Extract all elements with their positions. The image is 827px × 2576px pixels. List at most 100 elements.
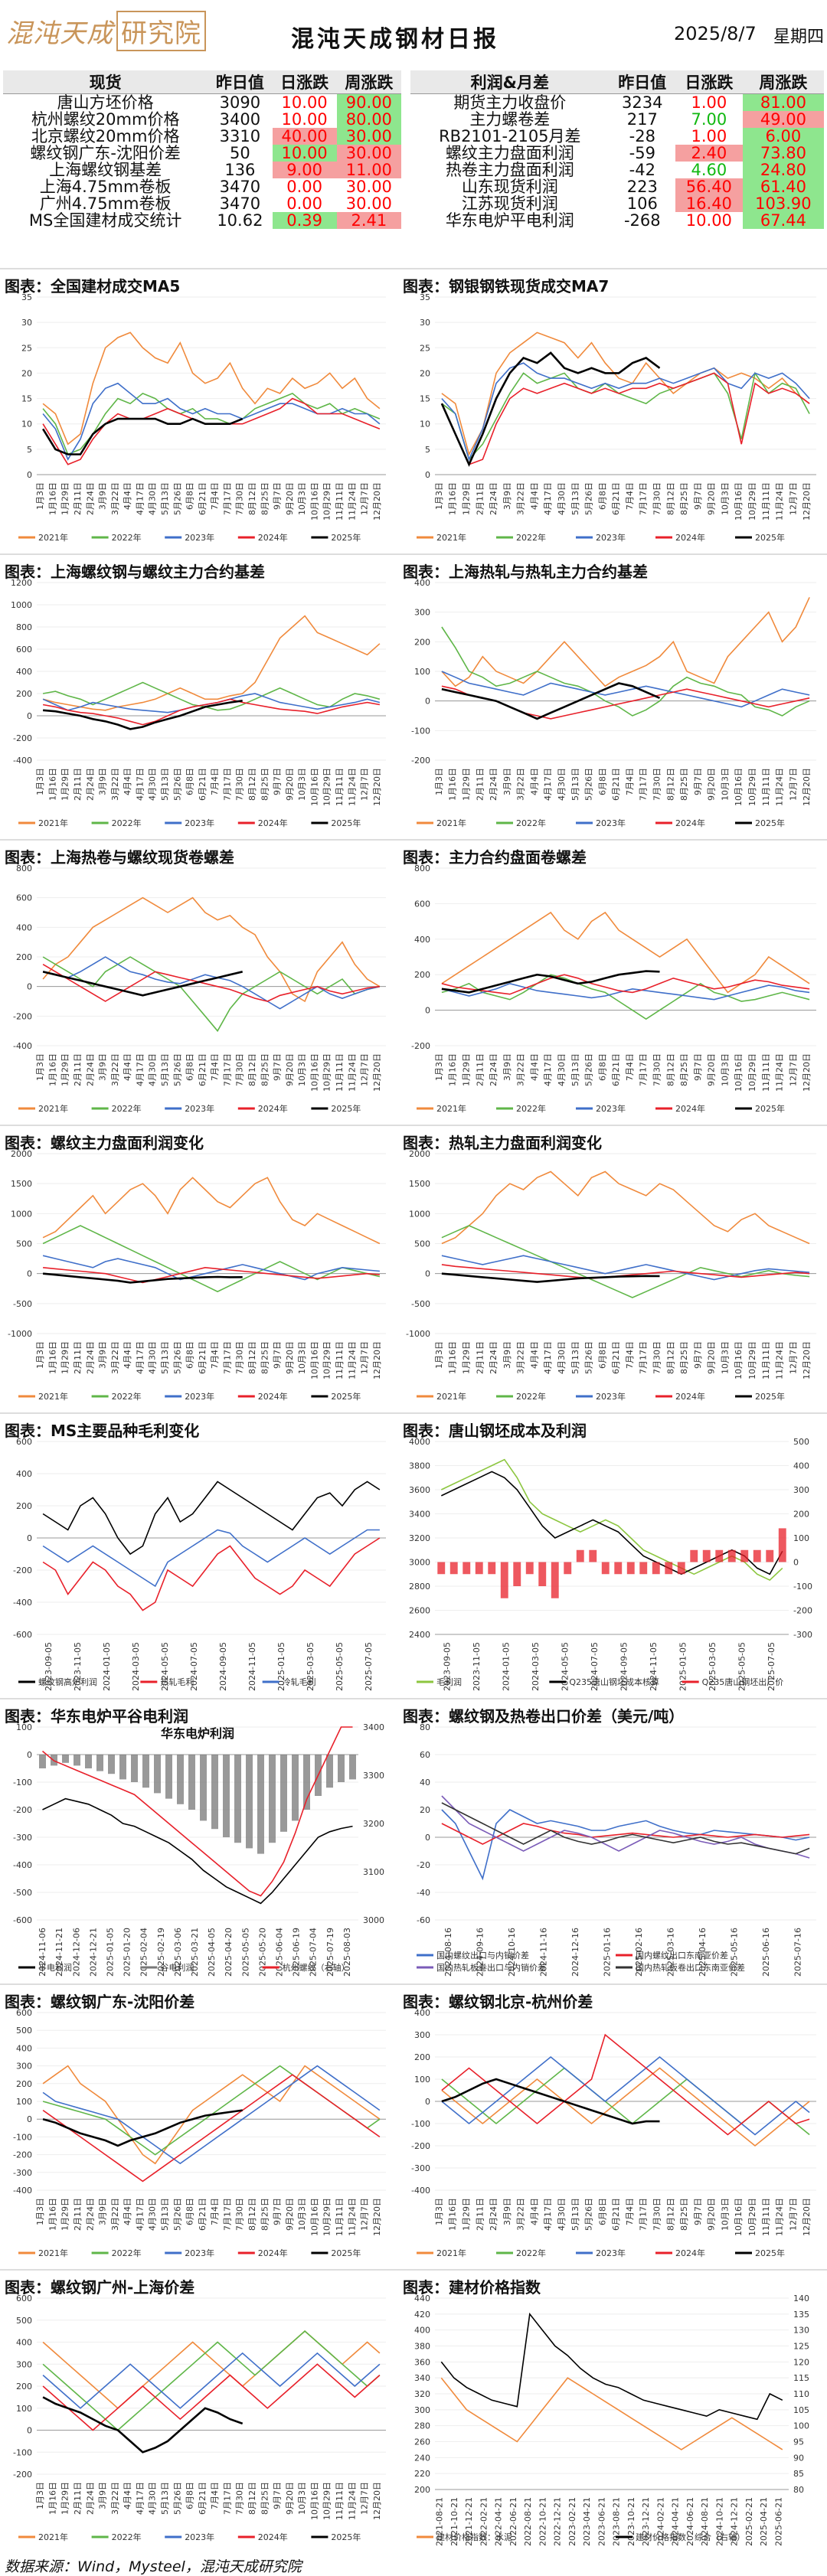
row-value: 3470 (219, 194, 261, 213)
x-tick-label: 2月11日 (73, 2198, 83, 2231)
y-tick-label: -200 (13, 733, 32, 743)
series-line-0 (441, 1809, 810, 1881)
bar-mark (564, 1562, 572, 1575)
x-tick-label: 9月7日 (273, 768, 283, 795)
x-tick-label: 2025-03-05 (708, 1642, 717, 1691)
chart-panel-c14: -400 -300 -200 -100 0 100 200 300 400 1月3日 1月16日 1月… (398, 1985, 827, 2270)
x-tick-label: 2022-10-21 (538, 2497, 548, 2546)
y-tick-label: 400 (414, 2008, 430, 2018)
row-day-change: 9.00 (272, 162, 337, 178)
y-tick-label: 600 (414, 899, 430, 909)
x-tick-label: 7月30日 (652, 2198, 662, 2231)
y-tick-label: 30 (21, 318, 32, 328)
x-tick-label: 3月22日 (516, 768, 526, 801)
x-tick-label: 2024-03-05 (531, 1642, 541, 1691)
chart-title: 图表：建材价格指数 (403, 2278, 541, 2297)
series-line-1 (441, 974, 810, 1020)
y-tick-label: 800 (16, 864, 32, 873)
y-tick-label: 220 (414, 2469, 430, 2479)
row-name: 上海4.75mm卷板 (39, 178, 172, 196)
series-line-1 (441, 1225, 810, 1298)
y-tick-label: 5 (425, 445, 430, 455)
row-week-change: 2.41 (336, 212, 401, 229)
x-tick-label: 11月24日 (775, 1053, 785, 1092)
x-tick-label: 10月16日 (309, 2198, 319, 2236)
x-tick-label: 1月3日 (434, 768, 444, 795)
series-line-3 (43, 1266, 380, 1284)
chart-panel-c16: 200 220 240 260 280 300 320 340 360 380 400 420 440 8… (398, 2271, 827, 2554)
y-tick-label: 200 (414, 970, 430, 980)
x-tick-label: 9月20日 (707, 1053, 717, 1086)
y-tick-label: 0 (27, 1269, 32, 1279)
x-tick-label: 1月16日 (448, 482, 458, 515)
x-tick-label: 2025-01-05 (678, 1642, 688, 1691)
bar-mark (257, 1755, 264, 1854)
legend-label: 2021年 (38, 1103, 68, 1114)
y-tick-label: 40 (420, 1778, 430, 1788)
row-name: 主力螺卷差 (469, 110, 551, 129)
x-tick-label: 7月30日 (652, 1053, 662, 1086)
x-tick-label: 8月12日 (247, 2198, 257, 2231)
series-line-3 (441, 974, 810, 995)
x-tick-label: 1月16日 (448, 1053, 458, 1086)
bar-mark (234, 1755, 241, 1843)
x-tick-label: 2024-01-05 (102, 1642, 112, 1691)
series-line-0 (441, 331, 810, 456)
x-tick-label: 3月22日 (516, 482, 526, 515)
series-line-0 (42, 1481, 381, 1556)
x-tick-label: 10月29日 (747, 2198, 757, 2236)
series-line-3 (441, 1802, 810, 1855)
series-line-0 (42, 2065, 381, 2165)
x-tick-label: 7月4日 (625, 2198, 635, 2225)
legend-label: 杭州螺纹（右轴） (283, 1962, 350, 1973)
x-tick-label: 1月16日 (448, 2198, 458, 2231)
x-tick-label: 12月7日 (360, 482, 370, 515)
y-tick-label: 400 (16, 2338, 32, 2348)
y2-tick-label: 140 (793, 2294, 809, 2303)
table-row: 期货主力收盘价 3234 1.00 81.00 (410, 93, 824, 111)
y-tick-label: 380 (414, 2342, 430, 2352)
x-tick-label: 1月3日 (35, 2198, 45, 2225)
legend-label: 2024年 (258, 1103, 288, 1114)
chart-svg: 0 5 10 15 20 25 30 35 1月3日 1月16日 1月29日 2月11日 2月24日 3月… (417, 292, 816, 543)
x-tick-label: 1月16日 (47, 2482, 57, 2515)
chart-svg: -1000 -500 0 500 1000 1500 2000 1月3日 1月16日 1月29日 2… (406, 1149, 816, 1402)
x-tick-label: 12月7日 (360, 2198, 370, 2231)
table-row: 螺纹主力盘面利润 -59 2.40 73.80 (410, 145, 824, 162)
series-line-4 (41, 417, 244, 455)
x-tick-label: 2月24日 (489, 768, 498, 801)
series-line-0 (441, 1170, 810, 1245)
series-line-2 (441, 1795, 810, 1859)
x-tick-label: 8月12日 (665, 768, 675, 801)
x-tick-label: 8月25日 (679, 2198, 689, 2231)
x-tick-label: 2024-08-21 (700, 2497, 710, 2546)
x-tick-label: 7月30日 (235, 1053, 245, 1086)
x-tick-label: 9月20日 (285, 2198, 295, 2231)
x-tick-label: 4月4日 (123, 482, 132, 510)
x-tick-label: 2025-03-05 (306, 1642, 315, 1691)
x-tick-label: 1月29日 (461, 482, 471, 515)
x-tick-label: 9月7日 (273, 2198, 283, 2225)
legend-label: 建材价格指数：水泥 (436, 2532, 512, 2542)
row-separator (0, 553, 827, 555)
x-tick-label: 10月29日 (747, 482, 757, 521)
x-tick-label: 9月20日 (707, 482, 717, 515)
x-tick-label: 4月4日 (529, 2198, 539, 2225)
y-tick-label: 500 (414, 1239, 430, 1249)
legend-label: 2023年 (185, 1391, 214, 1402)
x-tick-label: 9月20日 (285, 482, 295, 515)
y2-tick-label: 100 (793, 2421, 809, 2431)
row-value: 3400 (219, 110, 261, 129)
y-tick-label: 200 (16, 2382, 32, 2392)
y-tick-label: 360 (414, 2357, 430, 2367)
chart-svg: -400 -200 0 200 400 600 800 1月3日 1月16日 1月29日 2月11日… (13, 864, 386, 1114)
x-tick-label: 10月16日 (734, 1341, 744, 1379)
x-tick-label: 4月30日 (557, 1053, 567, 1086)
y-tick-label: 800 (414, 864, 430, 873)
legend-label: 2024年 (675, 818, 705, 828)
x-tick-label: 3月22日 (110, 768, 120, 801)
row-week-change: 103.90 (742, 195, 824, 212)
chart-title: 图表：上海螺纹钢与螺纹主力合约基差 (5, 563, 265, 581)
x-tick-label: 12月20日 (802, 2198, 812, 2236)
x-tick-label: 1月3日 (434, 1053, 444, 1081)
